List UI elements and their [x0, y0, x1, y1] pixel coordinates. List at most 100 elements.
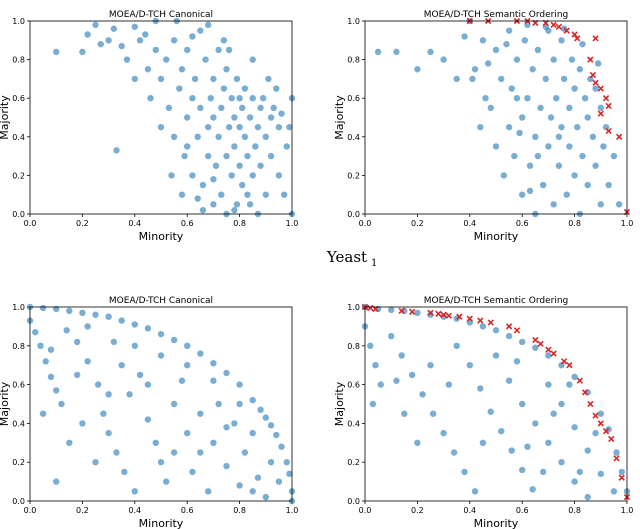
data-point	[498, 75, 505, 83]
data-point	[254, 474, 262, 481]
data-point	[97, 40, 104, 48]
data-point	[539, 468, 547, 476]
data-point	[519, 400, 526, 408]
data-point	[236, 95, 243, 102]
x-tick-label: 0.4	[463, 506, 476, 515]
data-point	[539, 181, 547, 189]
data-point	[280, 191, 288, 198]
pareto-marker	[555, 23, 563, 30]
data-point	[189, 172, 196, 179]
data-point	[100, 410, 107, 417]
data-point	[92, 311, 99, 318]
y-tick-label: 0.4	[12, 419, 25, 428]
data-point	[560, 75, 568, 83]
data-point	[610, 152, 618, 160]
pareto-marker	[505, 323, 513, 330]
pareto-marker	[532, 336, 539, 344]
data-point	[136, 37, 144, 44]
pareto-marker	[550, 21, 557, 29]
data-point	[157, 330, 165, 338]
y-tick-label: 0.0	[12, 210, 25, 219]
data-point	[471, 66, 479, 73]
data-point	[568, 56, 576, 63]
data-point	[131, 342, 138, 349]
data-point	[519, 338, 526, 346]
data-point	[131, 23, 138, 30]
data-point	[550, 201, 557, 208]
x-tick-label: 0.0	[359, 219, 372, 228]
data-point	[170, 133, 178, 140]
data-point	[233, 201, 241, 208]
data-point	[204, 123, 212, 131]
pareto-marker	[589, 71, 597, 79]
data-point	[249, 95, 256, 102]
data-point	[487, 104, 494, 112]
pareto-marker	[563, 27, 570, 34]
data-point	[587, 75, 594, 83]
data-point	[92, 459, 99, 466]
data-point	[419, 391, 426, 398]
x-tick-label: 0.4	[128, 506, 141, 515]
data-point	[58, 400, 65, 408]
data-point	[555, 133, 563, 140]
x-tick-label: 0.6	[181, 219, 194, 228]
pareto-marker	[597, 420, 604, 427]
data-point	[239, 181, 246, 189]
data-point	[453, 75, 460, 83]
data-point	[278, 443, 285, 450]
data-point	[223, 152, 230, 160]
data-point	[505, 123, 513, 131]
y-tick-label: 0.6	[347, 381, 360, 390]
data-point	[157, 75, 165, 83]
data-point	[393, 377, 400, 384]
data-point	[170, 400, 178, 408]
data-point	[210, 176, 217, 183]
data-point	[471, 488, 479, 495]
data-point	[246, 114, 254, 121]
data-point	[267, 114, 275, 121]
data-point	[429, 410, 437, 417]
y-axis-label: Majority	[333, 95, 346, 140]
data-point	[236, 400, 243, 408]
pareto-marker	[566, 362, 573, 369]
data-point	[505, 27, 513, 34]
data-point	[239, 104, 246, 112]
data-point	[257, 406, 264, 414]
data-point	[84, 31, 91, 38]
pareto-marker	[560, 358, 568, 365]
data-point	[142, 31, 149, 38]
chart-title: MOEA/D-TCH Canonical	[109, 10, 213, 20]
data-point	[215, 46, 222, 54]
chart-title: MOEA/D-TCH Semantic Ordering	[424, 10, 569, 20]
data-point	[576, 66, 584, 73]
data-point	[144, 66, 152, 73]
data-point	[286, 123, 293, 131]
data-point	[267, 459, 275, 466]
x-axis-label: Minority	[139, 230, 184, 243]
data-point	[170, 37, 178, 44]
x-tick-label: 0.8	[568, 219, 581, 228]
data-point	[450, 449, 458, 456]
pareto-marker	[456, 313, 463, 320]
y-tick-label: 0.4	[12, 133, 25, 142]
data-point	[513, 358, 521, 365]
data-point	[225, 123, 233, 131]
data-point	[532, 420, 539, 427]
data-point	[210, 201, 217, 208]
data-point	[215, 133, 222, 140]
pareto-marker	[367, 304, 374, 312]
data-point	[267, 422, 275, 429]
data-point	[207, 95, 214, 102]
series-1	[26, 303, 296, 505]
data-point	[39, 410, 47, 417]
data-point	[94, 381, 102, 388]
data-point	[147, 95, 154, 102]
data-point	[66, 439, 73, 446]
data-point	[367, 342, 374, 349]
data-point	[571, 85, 578, 92]
data-point	[42, 358, 49, 365]
x-tick-label: 1.0	[286, 219, 299, 228]
data-point	[212, 162, 220, 169]
data-point	[579, 152, 586, 160]
x-tick-label: 0.0	[24, 219, 37, 228]
